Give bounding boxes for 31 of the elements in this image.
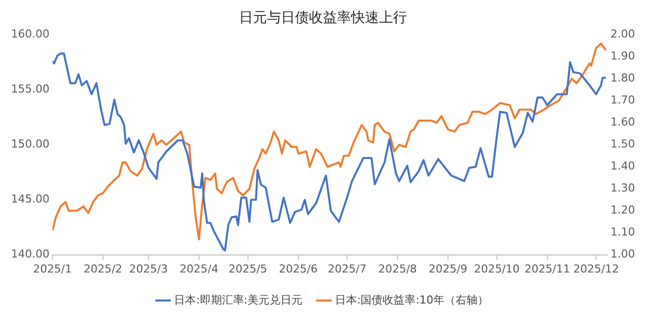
y2-tick-label: 1.00: [610, 248, 636, 261]
chart-title: 日元与日债收益率快速上行: [239, 10, 407, 26]
x-tick-label: 2025/5: [228, 262, 268, 276]
y2-tick-label: 2.00: [610, 28, 636, 41]
y2-tick-label: 1.10: [610, 226, 636, 239]
x-tick-label: 2025/3: [129, 262, 168, 276]
y2-tick-label: 1.90: [610, 50, 636, 63]
y2-tick-label: 1.20: [610, 204, 636, 217]
y-tick-label: 145.00: [10, 192, 50, 206]
y2-tick-label: 1.30: [610, 182, 636, 195]
x-tick-label: 2025/6: [278, 262, 318, 276]
x-tick-label: 2025/9: [428, 262, 468, 276]
x-tick-label: 2025/4: [180, 262, 218, 276]
legend-label: 日本:国债收益率:10年（右轴）: [335, 293, 488, 306]
x-tick-label: 2025/8: [378, 262, 417, 276]
y2-tick-label: 1.40: [610, 160, 636, 173]
x-tick-label: 2025/2: [84, 262, 122, 276]
x-tick-label: 2025/1: [33, 262, 72, 276]
x-tick-label: 2025/11: [524, 262, 570, 276]
y-tick-label: 140.00: [10, 248, 50, 261]
legend-label: 日本:即期汇率:美元兑日元: [174, 293, 303, 306]
y-tick-label: 155.00: [10, 82, 50, 96]
x-tick-label: 2025/12: [573, 262, 619, 276]
y-tick-label: 160.00: [10, 28, 50, 41]
y2-tick-label: 1.50: [610, 138, 636, 151]
x-tick-label: 2025/10: [474, 262, 520, 276]
y2-tick-label: 1.60: [610, 116, 636, 129]
x-tick-label: 2025/7: [328, 262, 366, 276]
y2-tick-label: 1.80: [610, 72, 636, 85]
y-tick-label: 150.00: [10, 138, 50, 151]
y2-tick-label: 1.70: [610, 94, 636, 107]
